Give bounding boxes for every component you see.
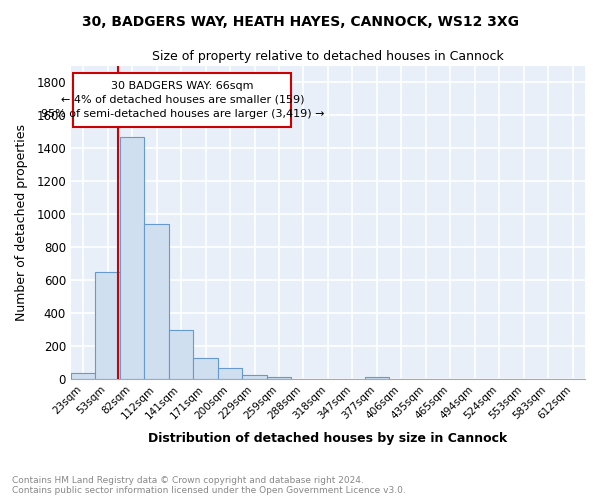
X-axis label: Distribution of detached houses by size in Cannock: Distribution of detached houses by size … xyxy=(148,432,508,445)
Bar xyxy=(193,358,218,379)
Bar xyxy=(95,272,120,379)
Bar xyxy=(71,372,95,379)
Bar xyxy=(242,375,267,379)
Text: 30 BADGERS WAY: 66sqm
← 4% of detached houses are smaller (159)
95% of semi-deta: 30 BADGERS WAY: 66sqm ← 4% of detached h… xyxy=(41,81,324,119)
Bar xyxy=(169,330,193,379)
Bar xyxy=(267,376,291,379)
Y-axis label: Number of detached properties: Number of detached properties xyxy=(15,124,28,321)
Bar xyxy=(218,368,242,379)
Title: Size of property relative to detached houses in Cannock: Size of property relative to detached ho… xyxy=(152,50,504,63)
Text: Contains HM Land Registry data © Crown copyright and database right 2024.
Contai: Contains HM Land Registry data © Crown c… xyxy=(12,476,406,495)
FancyBboxPatch shape xyxy=(73,73,291,126)
Bar xyxy=(120,136,145,379)
Text: 30, BADGERS WAY, HEATH HAYES, CANNOCK, WS12 3XG: 30, BADGERS WAY, HEATH HAYES, CANNOCK, W… xyxy=(82,15,518,29)
Bar xyxy=(145,224,169,379)
Bar xyxy=(365,376,389,379)
